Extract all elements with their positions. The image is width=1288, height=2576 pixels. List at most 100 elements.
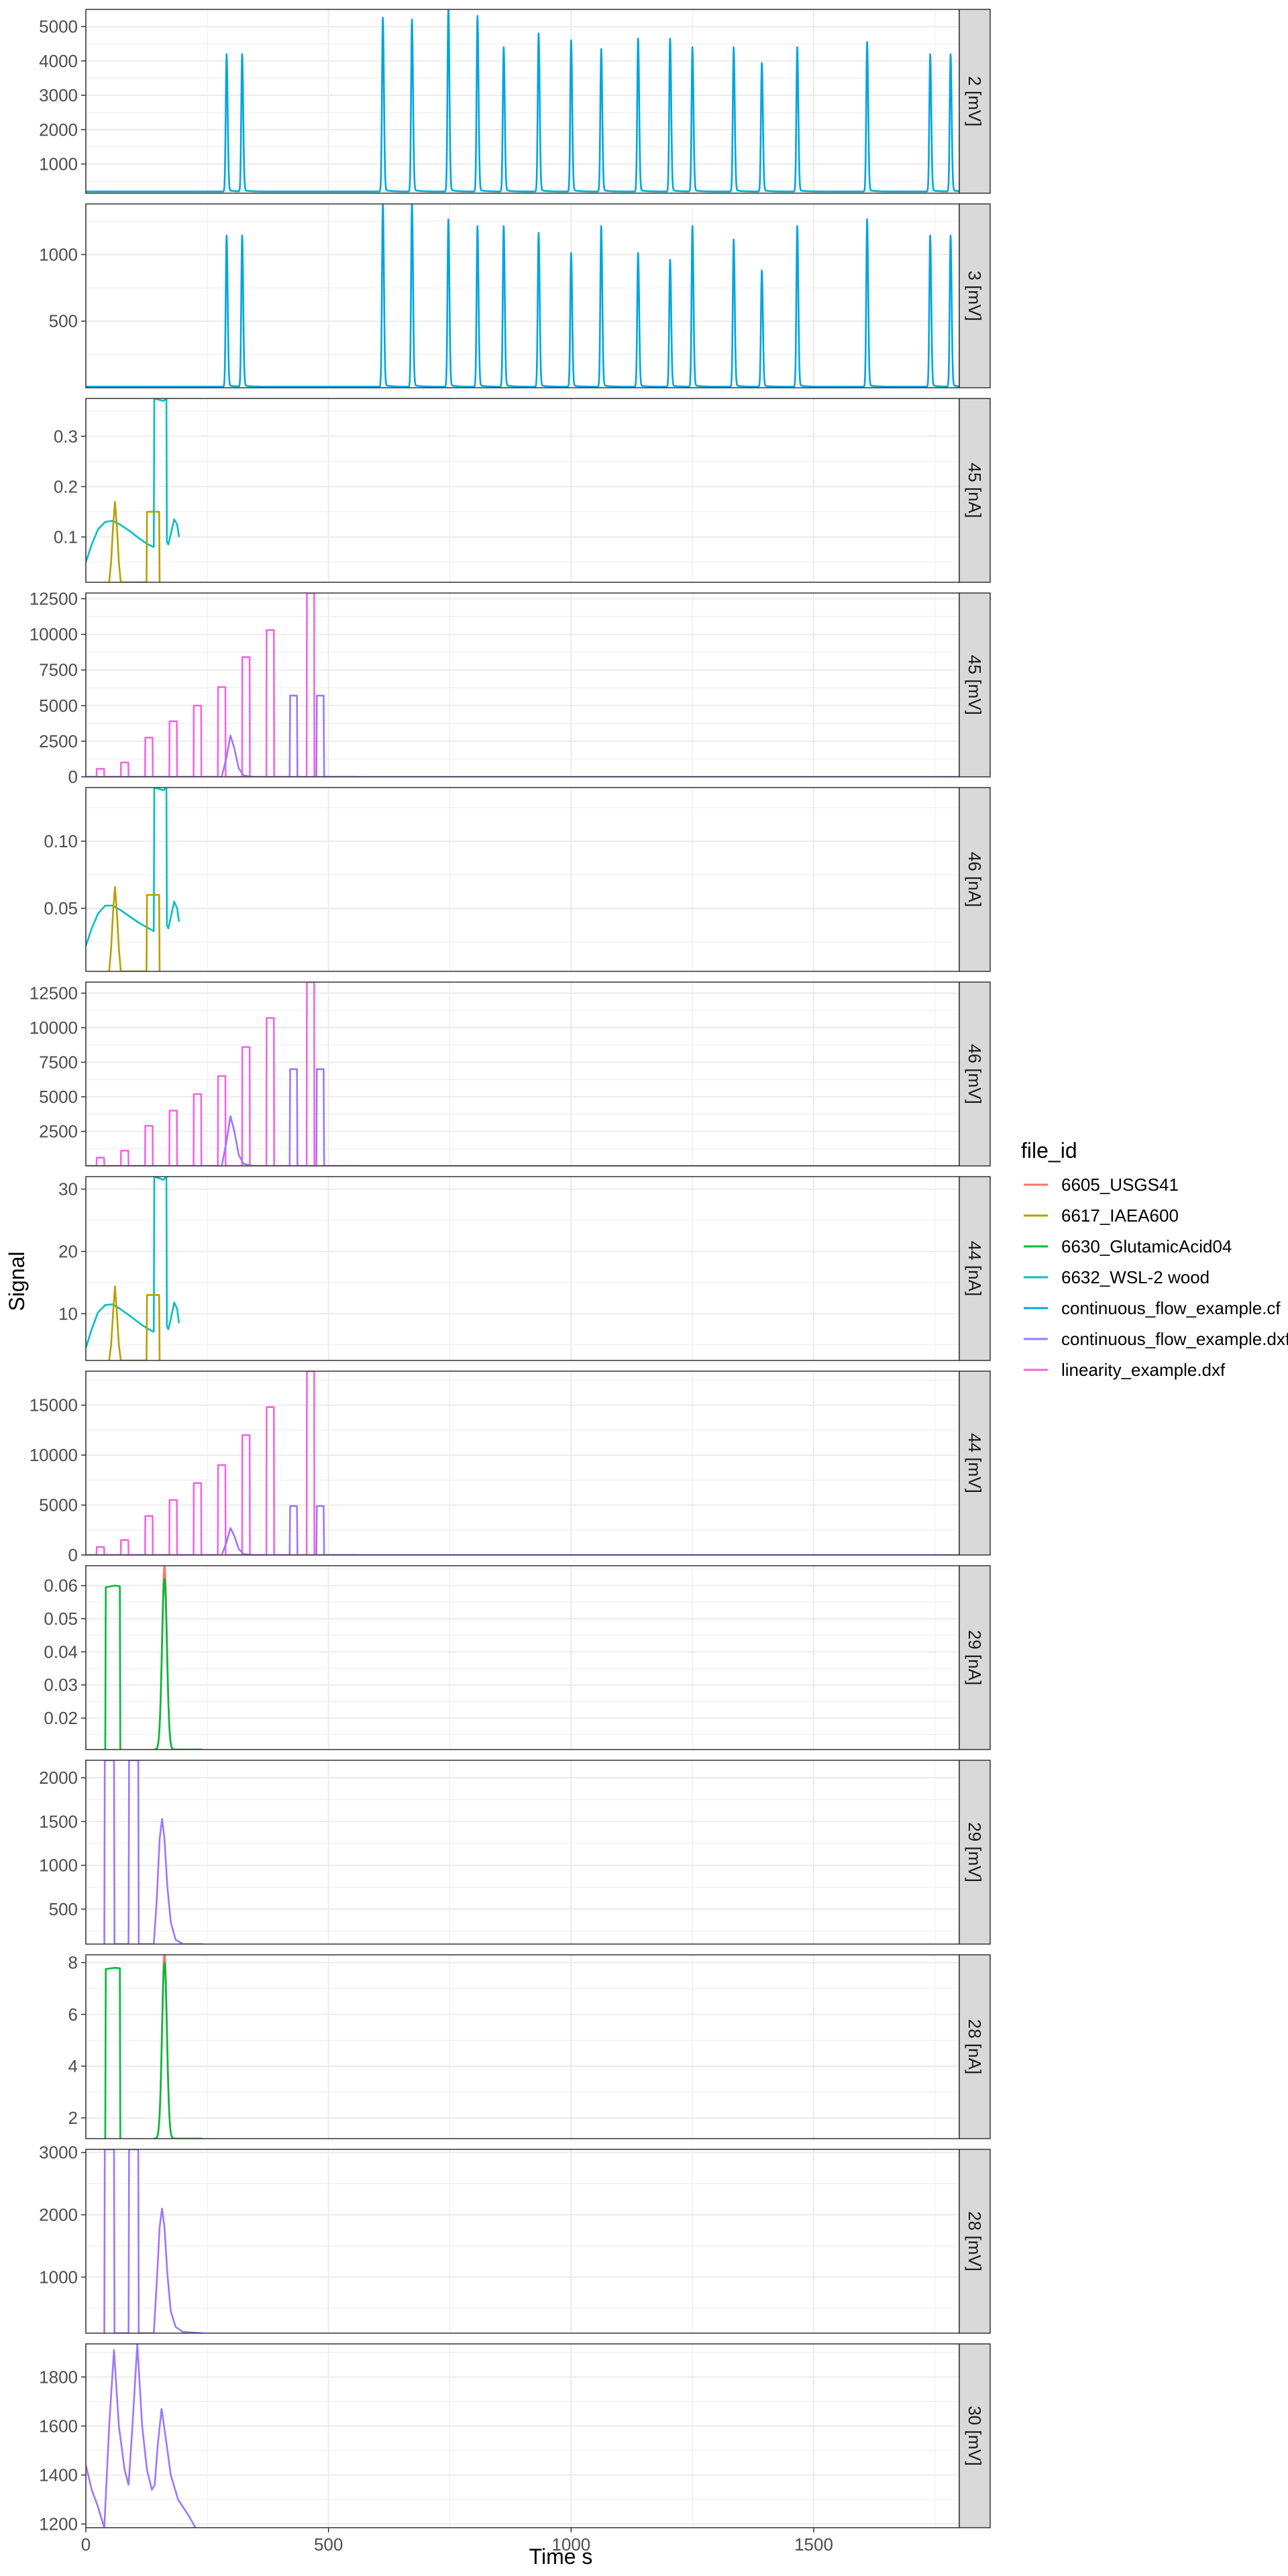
legend-item: 6605_USGS41 (1024, 1175, 1179, 1195)
legend-item: 6632_WSL-2 wood (1024, 1267, 1210, 1287)
panel-background (86, 1760, 959, 1944)
x-tick-label: 0 (81, 2534, 91, 2555)
facet-strip-label: 3 [mV] (965, 270, 985, 321)
y-tick-label: 3000 (39, 85, 78, 105)
y-tick-label: 30 (58, 1179, 78, 1199)
legend-item: 6617_IAEA600 (1024, 1205, 1179, 1226)
panel-3: 0.1 0.2 0.3 45 [nA] (54, 398, 991, 583)
y-tick-label: 2500 (39, 731, 78, 751)
panel-5: 0.05 0.10 46 [nA] (44, 787, 991, 972)
series-line (86, 694, 959, 777)
facet-strip-label: 44 [mV] (965, 1433, 985, 1493)
y-tick-label: 10000 (30, 1445, 78, 1465)
facet-strip (959, 398, 991, 583)
facet-strip (959, 2343, 991, 2528)
y-tick-label: 12500 (30, 588, 78, 608)
y-tick-label: 1000 (39, 2267, 78, 2287)
panel-7: 10 20 30 44 [nA] (58, 1176, 991, 1361)
y-axis-title: Signal (5, 1252, 29, 1311)
panel-4: 0 2500 5000 7500 10000 12500 45 [mV] (30, 588, 991, 787)
series-line (104, 1967, 121, 2139)
series-line (153, 1962, 203, 2139)
y-tick-label: 5000 (39, 17, 78, 37)
legend-label: 6617_IAEA600 (1061, 1205, 1179, 1226)
facet-strip (959, 203, 991, 388)
panel-background (86, 593, 959, 777)
panel-2: 500 1000 3 [mV] (39, 203, 991, 388)
panel-background (86, 1371, 959, 1555)
y-tick-label: 0.3 (54, 426, 78, 446)
y-tick-label: 1600 (39, 2416, 78, 2436)
y-tick-label: 0.02 (44, 1708, 78, 1728)
legend-label: continuous_flow_example.cf (1061, 1298, 1281, 1318)
facet-strip-label: 45 [mV] (965, 655, 985, 715)
series-line (103, 2149, 203, 2333)
y-tick-label: 0.04 (44, 1642, 78, 1662)
y-tick-label: 2000 (39, 2205, 78, 2225)
series-line (86, 398, 180, 563)
series-line (103, 1760, 203, 1944)
y-tick-label: 5000 (39, 1087, 78, 1107)
y-tick-label: 20 (58, 1241, 78, 1261)
panel-background (86, 2149, 959, 2333)
y-tick-label: 8 (68, 1953, 78, 1973)
panel-background (86, 1177, 959, 1360)
panel-background (86, 788, 959, 971)
y-tick-label: 4000 (39, 51, 78, 71)
y-tick-label: 1000 (39, 154, 78, 174)
y-tick-label: 0.10 (44, 831, 78, 851)
legend-item: linearity_example.dxf (1024, 1360, 1226, 1380)
series-line (86, 204, 959, 388)
facet-strip (959, 787, 991, 972)
legend-label: 6630_GlutamicAcid04 (1061, 1236, 1232, 1256)
facet-strip (959, 1371, 991, 1556)
x-tick-label: 1000 (551, 2534, 590, 2555)
series-line (86, 2344, 197, 2528)
y-tick-label: 2500 (39, 1121, 78, 1141)
facet-strip-label: 44 [nA] (965, 1241, 985, 1296)
facet-strip-label: 30 [mV] (965, 2406, 985, 2466)
y-tick-label: 10000 (30, 625, 78, 645)
y-tick-label: 1400 (39, 2465, 78, 2485)
panel-12: 1000 2000 3000 28 [mV] (39, 2143, 991, 2334)
legend-item: continuous_flow_example.cf (1024, 1298, 1281, 1318)
y-tick-label: 2 (68, 2108, 78, 2128)
legend: file_id 6605_USGS41 6617_IAEA600 6630_Glut… (1021, 1138, 1288, 1380)
y-tick-label: 0.05 (44, 1609, 78, 1629)
legend-label: linearity_example.dxf (1061, 1360, 1226, 1380)
facet-strip (959, 1760, 991, 1945)
series-line (86, 9, 959, 193)
y-tick-label: 0 (68, 1545, 78, 1565)
panel-background (86, 204, 959, 388)
series-line (86, 982, 358, 1166)
y-tick-label: 0.1 (54, 527, 78, 547)
y-tick-label: 7500 (39, 1052, 78, 1072)
series-line (86, 1068, 959, 1166)
series-line (86, 1371, 358, 1555)
panel-9: 0.02 0.03 0.04 0.05 0.06 29 [nA] (44, 1565, 991, 1750)
facet-strip (959, 981, 991, 1167)
y-tick-label: 2000 (39, 1768, 78, 1788)
panel-11: 2 4 6 8 28 [nA] (68, 1953, 991, 2139)
legend-label: continuous_flow_example.dxf (1061, 1329, 1288, 1349)
panel-background (86, 9, 959, 193)
facet-strip (959, 2149, 991, 2334)
panel-background (86, 982, 959, 1166)
y-tick-label: 4 (68, 2056, 78, 2076)
y-tick-label: 0.03 (44, 1675, 78, 1695)
facet-strip (959, 1565, 991, 1750)
panel-background (86, 398, 959, 582)
y-tick-label: 2000 (39, 119, 78, 140)
y-tick-label: 7500 (39, 660, 78, 680)
facet-strip-label: 46 [nA] (965, 852, 985, 907)
y-tick-label: 1800 (39, 2367, 78, 2387)
y-tick-label: 6 (68, 2004, 78, 2025)
y-tick-label: 10000 (30, 1018, 78, 1038)
y-tick-label: 3000 (39, 2143, 78, 2163)
facet-strip-label: 46 [mV] (965, 1044, 985, 1104)
series-line (86, 593, 358, 777)
series-line (108, 1285, 161, 1360)
y-tick-label: 0.05 (44, 898, 78, 918)
legend-label: 6632_WSL-2 wood (1061, 1267, 1210, 1287)
